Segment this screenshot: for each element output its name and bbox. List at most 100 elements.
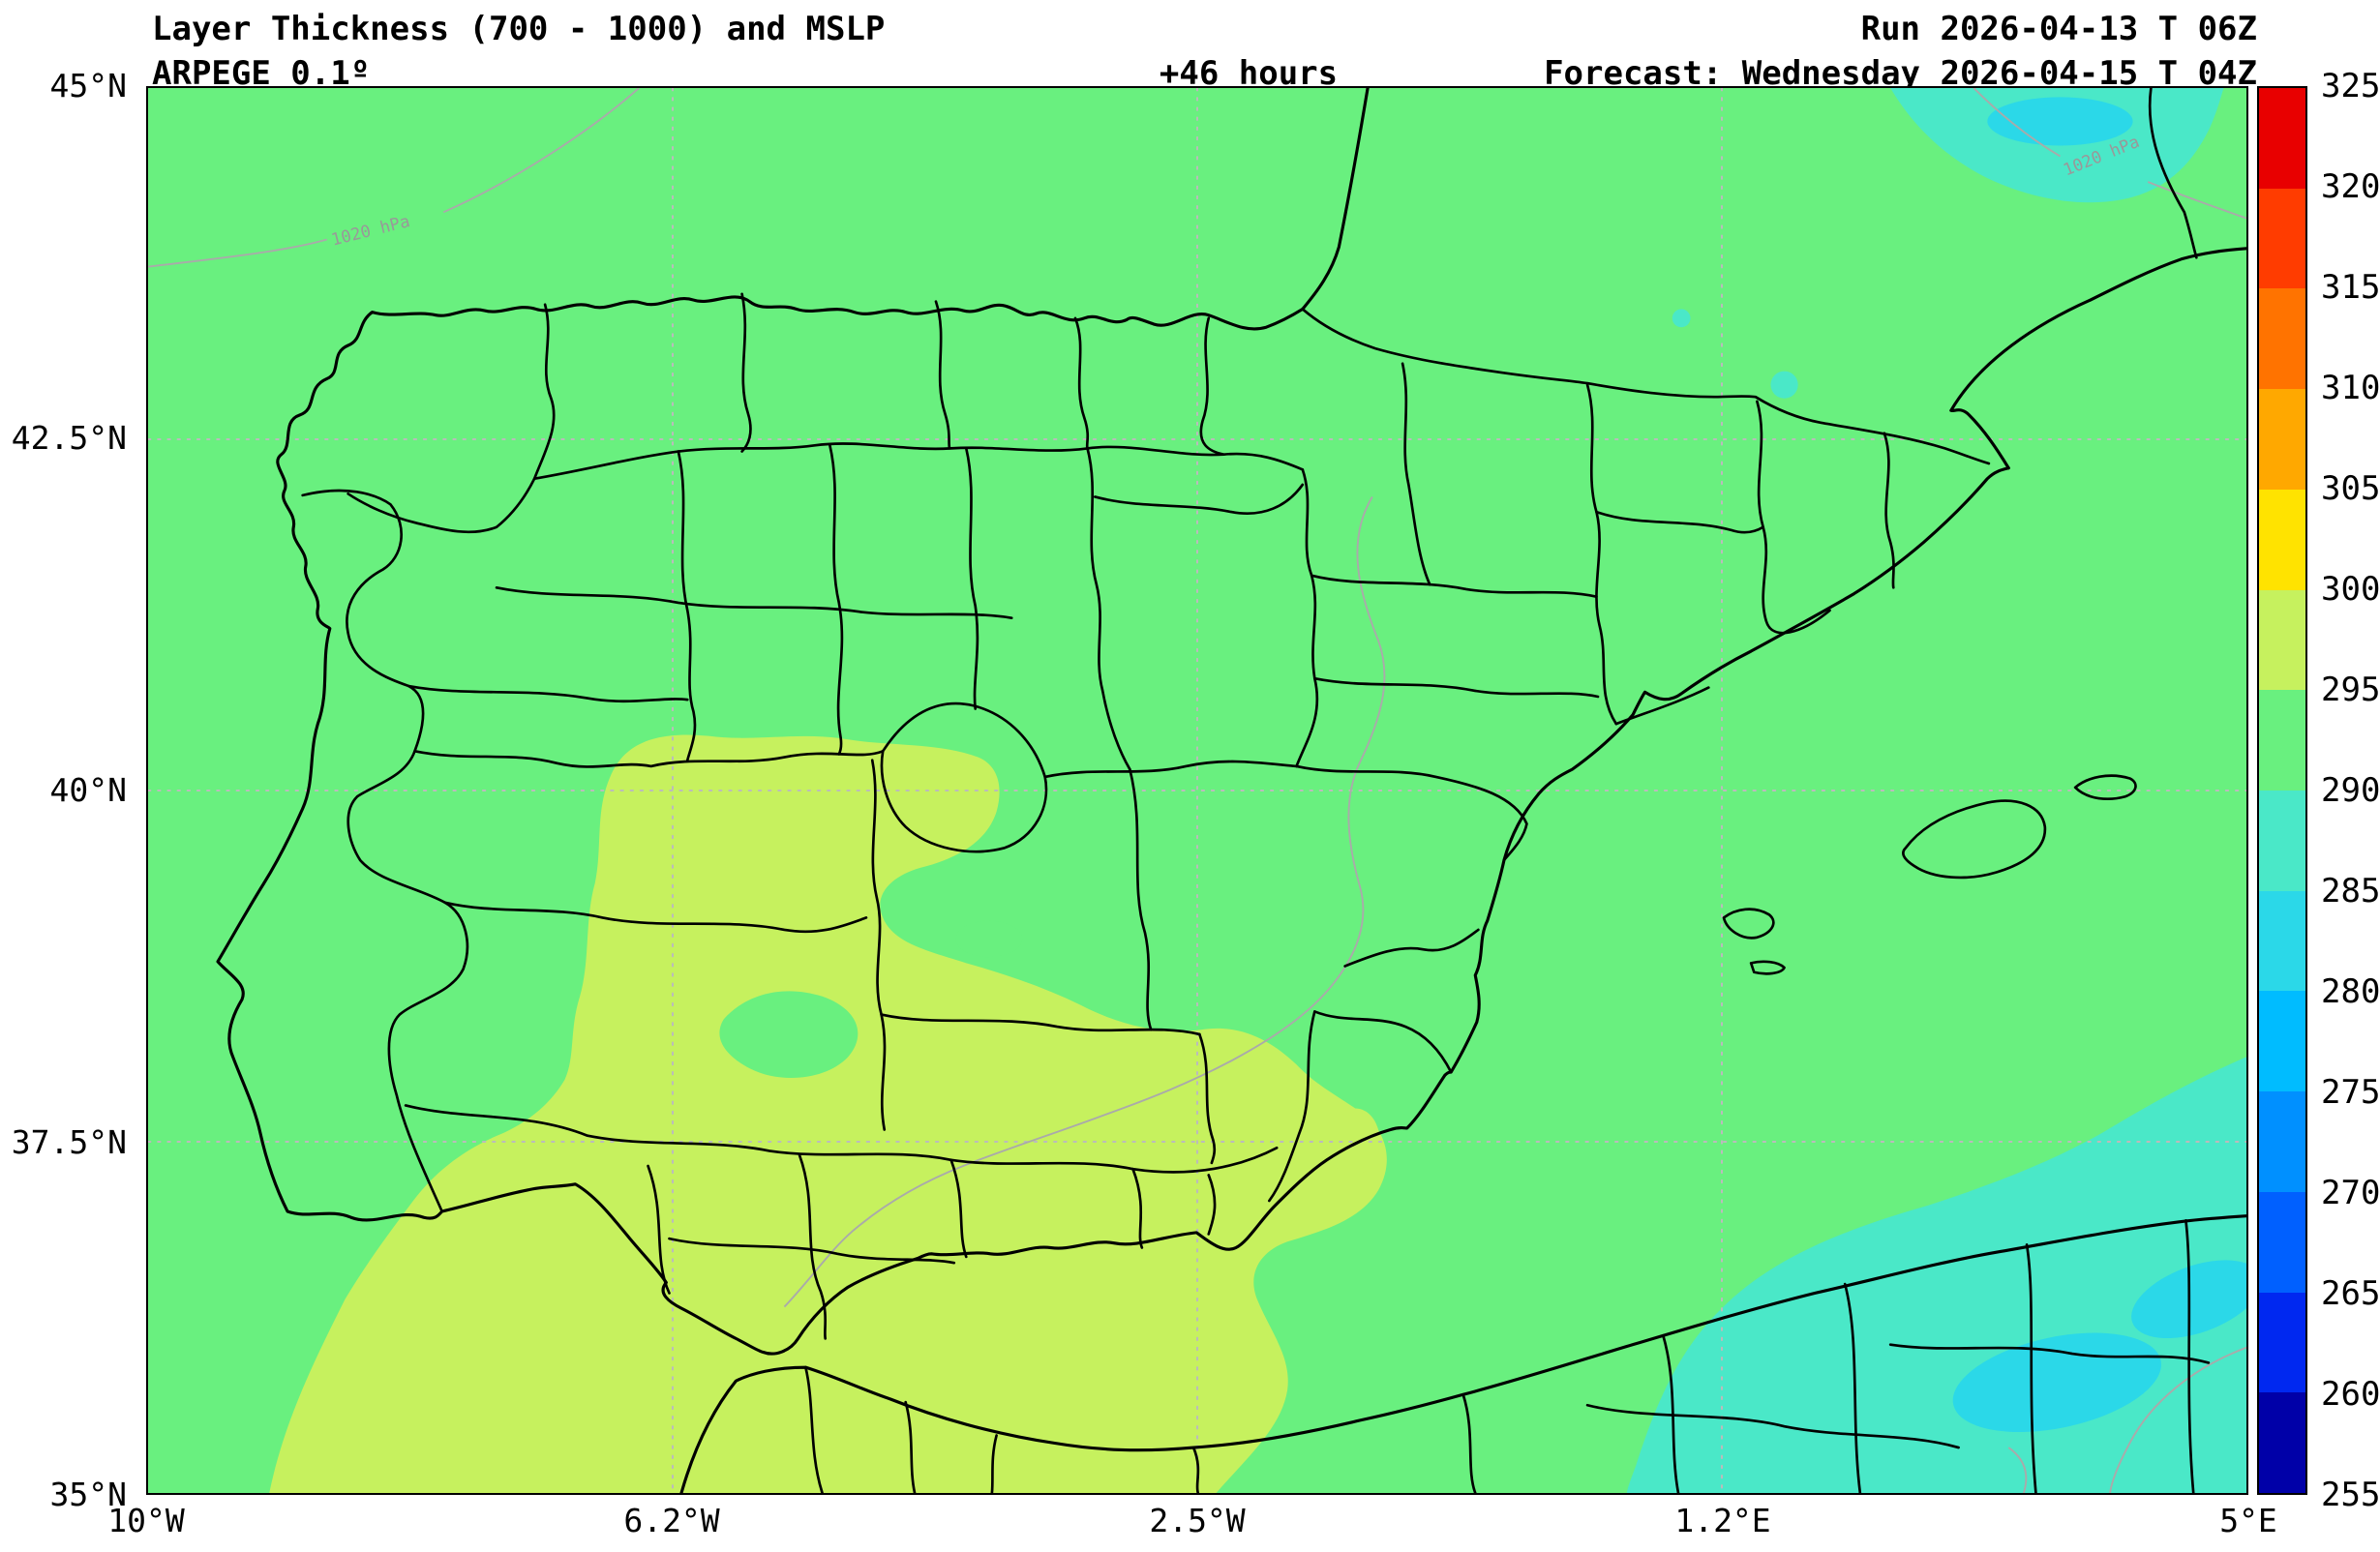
colorbar-tick-label: 290 [2321, 771, 2380, 810]
field-hole-290 [719, 991, 859, 1079]
boundary-path [1614, 686, 1710, 726]
colorbar-tick-label: 275 [2321, 1073, 2380, 1112]
colorbar-segment [2259, 1191, 2305, 1293]
boundary-path [1131, 1167, 1144, 1249]
boundary-path [1295, 764, 1528, 862]
boundary-path [1756, 400, 1831, 635]
boundary-path [1043, 760, 1298, 779]
boundary-path [1310, 574, 1598, 599]
colorbar-tick-label: 260 [2321, 1375, 2380, 1414]
boundary-path [346, 303, 556, 534]
colorbar-segment [2259, 88, 2305, 189]
x-tick-label: 1.2°E [1674, 1502, 1771, 1539]
colorbar-segment [2259, 389, 2305, 490]
boundary-path [1094, 483, 1305, 516]
field-speck [1672, 309, 1691, 328]
colorbar-segment [2259, 1292, 2305, 1393]
x-tick-label: 10°W [107, 1502, 185, 1539]
boundary-path [1086, 447, 1131, 771]
field-region-295-300 [269, 734, 1387, 1493]
boundary-path [1312, 1010, 1453, 1074]
boundary-path [1129, 767, 1153, 1031]
boundary-path [798, 1153, 828, 1340]
y-tick-label: 35°N [49, 1476, 127, 1513]
colorbar-tick-label: 310 [2321, 369, 2380, 407]
colorbar-tick-label: 280 [2321, 972, 2380, 1011]
boundary-path [1585, 1403, 1960, 1449]
x-tick-label: 6.2°W [623, 1502, 720, 1539]
field-core-280 [1987, 97, 2133, 146]
y-axis-labels: 45°N 42.5°N 40°N 37.5°N 35°N [0, 0, 136, 1552]
boundary-path [990, 1434, 998, 1493]
boundary-path [1207, 1174, 1217, 1236]
border-france-internal [2148, 88, 2198, 259]
colorbar-segment [2259, 589, 2305, 691]
boundary-path [413, 749, 885, 768]
boundary-path [904, 1400, 917, 1493]
x-tick-label: 5°E [2219, 1502, 2277, 1539]
boundary-path [1343, 928, 1480, 968]
boundary-path [1073, 316, 1090, 450]
isobar-1020 [2147, 181, 2246, 220]
map-plot-area: 1020 hPa 1020 hPa [146, 86, 2248, 1495]
colorbar-segment [2259, 690, 2305, 791]
boundary-path [949, 1158, 968, 1259]
colorbar-tick-label: 315 [2321, 268, 2380, 307]
coastline-france-atlantic [1301, 88, 1370, 312]
lead-time-label: +46 hours [1159, 54, 1339, 93]
forecast-map: 1020 hPa 1020 hPa [148, 88, 2246, 1493]
colorbar-segment [2259, 188, 2305, 289]
boundary-path [870, 759, 887, 1131]
isobar-1020 [783, 495, 1386, 1308]
boundary-path [1883, 432, 1895, 589]
boundary-path [1401, 362, 1431, 586]
model-label: ARPEGE 0.1º [152, 54, 371, 93]
field-region-285-290-northeast [1672, 88, 2224, 399]
colorbar-tick-label: 325 [2321, 67, 2380, 105]
boundary-path [880, 701, 1048, 853]
boundary-path [1268, 1010, 1316, 1203]
isobar-1020 [2007, 1447, 2028, 1493]
colorbar-segment [2259, 991, 2305, 1092]
boundary-path [647, 1164, 671, 1295]
field-hole-290-small [955, 920, 1023, 958]
boundary-path [2184, 1219, 2195, 1493]
boundary-path [804, 1365, 824, 1493]
y-tick-label: 42.5°N [11, 419, 127, 457]
border-portugal-spain [301, 489, 469, 1213]
boundary-path [1843, 1282, 1862, 1493]
boundary-path [1295, 467, 1319, 768]
y-tick-label: 45°N [49, 67, 127, 104]
y-tick-label: 40°N [49, 771, 127, 809]
colorbar-segment [2259, 791, 2305, 891]
boundary-path [443, 901, 868, 934]
colorbar-tick-label: 255 [2321, 1476, 2380, 1514]
boundary-path [1312, 676, 1600, 699]
colorbar-tick-label: 295 [2321, 671, 2380, 709]
island-formentera [1749, 960, 1786, 975]
boundary-path [880, 1013, 1201, 1036]
boundary-path [677, 450, 697, 762]
field-speck [1770, 371, 1798, 399]
boundary-path [1199, 316, 1225, 456]
chart-title: Layer Thickness (700 - 1000) and MSLP [152, 10, 886, 48]
boundary-path [495, 586, 1013, 619]
boundary-path [1191, 1446, 1200, 1493]
island-menorca [2073, 774, 2137, 800]
field-core-280 [2131, 1260, 2246, 1339]
graticule-gridlines [148, 88, 2246, 1493]
coastline-north-africa [679, 1214, 2246, 1493]
border-pyrenees [1301, 308, 1991, 465]
boundary-path [740, 292, 752, 453]
coastline-iberia [216, 295, 2010, 1356]
boundary-path [532, 442, 1305, 481]
colorbar-segment [2259, 890, 2305, 992]
colorbar-tick-label: 270 [2321, 1174, 2380, 1212]
forecast-time-label: Forecast: Wednesday 2026-04-15 T 04Z [1544, 54, 2257, 93]
colorbar-tick-label: 300 [2321, 570, 2380, 609]
x-tick-label: 2.5°W [1149, 1502, 1246, 1539]
colorbar-tick-label: 285 [2321, 872, 2380, 910]
coastline-france-med [1949, 247, 2246, 470]
colorbar-tick-label: 305 [2321, 469, 2380, 508]
colorbar-segment [2259, 288, 2305, 390]
